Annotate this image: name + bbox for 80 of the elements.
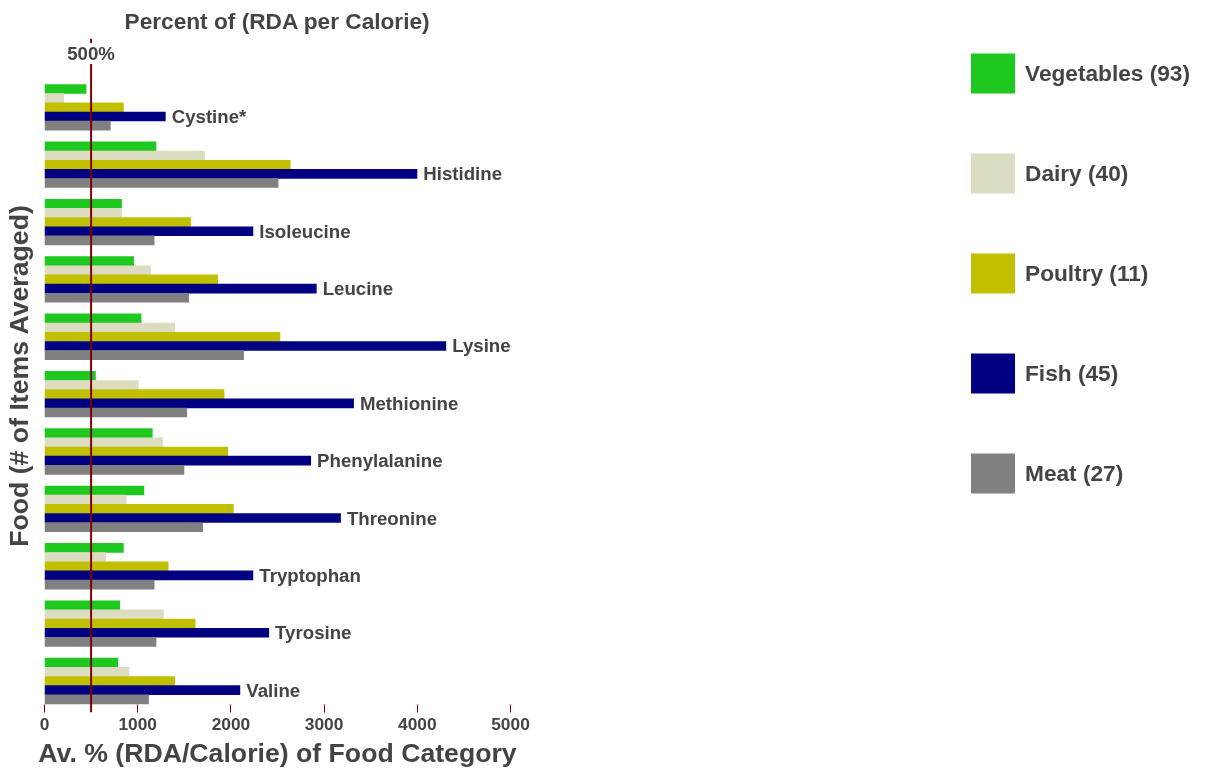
y-tick-label: Phenylalanine — [317, 450, 443, 472]
bar — [44, 389, 225, 399]
bar — [44, 513, 341, 523]
legend-label: Meat (27) — [1025, 459, 1124, 487]
y-tick-label: Tyrosine — [275, 622, 352, 644]
y-tick-label: Isoleucine — [259, 220, 351, 242]
bar — [44, 331, 281, 342]
bar — [44, 274, 218, 285]
bar — [44, 150, 205, 161]
bar — [44, 485, 145, 496]
bar — [44, 111, 166, 122]
x-tick-label: 0 — [39, 713, 50, 734]
bar — [44, 208, 122, 218]
x-tick-label: 4000 — [398, 713, 437, 734]
bar — [44, 552, 107, 562]
bar — [44, 455, 312, 466]
bar — [44, 543, 124, 553]
bar — [44, 178, 279, 188]
legend-label: Vegetables (93) — [1025, 59, 1190, 87]
x-tick-label: 3000 — [304, 713, 344, 734]
bar — [44, 350, 244, 360]
bar — [44, 169, 418, 179]
bar — [44, 84, 87, 94]
bar — [44, 465, 185, 475]
bar — [44, 198, 122, 209]
y-tick-label: Lysine — [452, 335, 511, 357]
bar — [44, 609, 164, 620]
bar — [44, 313, 142, 324]
y-tick-label: Histidine — [423, 163, 503, 185]
bar — [44, 579, 155, 590]
bar — [44, 141, 157, 152]
bar — [44, 428, 153, 438]
bar — [44, 446, 229, 457]
bar — [44, 380, 139, 390]
bar — [44, 256, 134, 266]
x-tick-label: 5000 — [491, 713, 530, 734]
bar — [44, 570, 254, 581]
bar — [44, 226, 254, 237]
ref-line-label: 500% — [67, 43, 116, 65]
y-tick-label: Methionine — [359, 392, 459, 414]
y-tick-label: Valine — [246, 679, 301, 701]
bar — [44, 637, 157, 647]
x-tick-label: 2000 — [211, 713, 251, 734]
bar — [44, 159, 291, 170]
bar — [44, 618, 196, 629]
bar — [44, 694, 149, 705]
bar — [44, 265, 151, 276]
legend-label: Fish (45) — [1025, 359, 1119, 387]
bar — [44, 398, 354, 409]
bar — [44, 666, 130, 677]
legend-label: Poultry (11) — [1025, 259, 1149, 287]
bar — [44, 407, 188, 418]
bar — [44, 657, 119, 668]
bar — [44, 292, 189, 303]
bar — [44, 217, 191, 227]
bar — [44, 322, 175, 333]
bar — [44, 102, 124, 113]
bar — [44, 685, 241, 695]
y-tick-label: Cystine* — [171, 106, 248, 128]
y-tick-label: Leucine — [322, 278, 394, 300]
y-axis-title: Food (# of Items Averaged) — [3, 205, 34, 547]
bar — [44, 561, 169, 572]
bar — [44, 494, 127, 505]
bar — [44, 93, 65, 103]
legend-label: Dairy (40) — [1025, 159, 1129, 187]
bar — [44, 504, 234, 514]
y-tick-label: Threonine — [346, 507, 438, 529]
y-tick-label: Tryptophan — [259, 564, 361, 586]
bar — [44, 283, 317, 294]
bar — [44, 120, 111, 131]
bar — [44, 600, 120, 611]
bar — [44, 341, 447, 351]
bar — [44, 522, 203, 533]
bar — [44, 437, 163, 448]
bar — [44, 676, 175, 686]
bar — [44, 627, 270, 638]
chart-subtitle: Percent of (RDA per Calorie) — [124, 7, 430, 34]
x-axis-title: Av. % (RDA/Calorie) of Food Category — [38, 737, 517, 768]
x-tick-label: 1000 — [118, 713, 157, 734]
bar — [44, 235, 155, 246]
